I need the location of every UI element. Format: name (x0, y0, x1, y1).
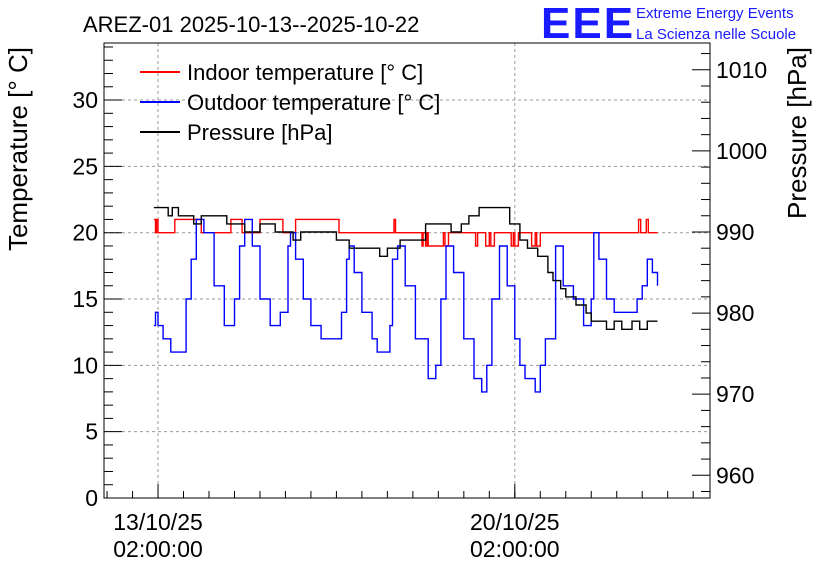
legend-label-2: Outdoor temperature [° C] (187, 90, 440, 115)
series-lines (153, 206, 659, 393)
y-tick-label: 20 (72, 220, 98, 246)
series-line-2 (153, 218, 659, 393)
eee-logo-mark: EEE (541, 0, 635, 48)
series-line-1 (153, 218, 658, 247)
chart-title: AREZ-01 2025-10-13--2025-10-22 (83, 12, 419, 37)
y2-tick-label: 970 (716, 381, 754, 407)
y-tick-label: 0 (85, 485, 98, 511)
legend-label-3: Pressure [hPa] (187, 120, 333, 145)
y-tick-label: 15 (72, 286, 98, 312)
left-axis: 0 5 10 15 20 25 30 (72, 46, 122, 511)
legend-label-1: Indoor temperature [° C] (187, 60, 423, 85)
plot-frame-border (103, 42, 711, 499)
y2-tick-label: 990 (716, 219, 754, 245)
y2-tick-label: 1000 (716, 138, 767, 164)
y2-tick-label: 980 (716, 300, 754, 326)
y-axis-title: Temperature [° C] (3, 47, 33, 251)
right-axis: 960 970 980 990 1000 1010 (692, 53, 767, 493)
series-line-3 (153, 206, 658, 330)
x-tick-date-label: 20/10/25 (470, 509, 560, 535)
x-tick-time-label: 02:00:00 (113, 536, 203, 562)
y2-tick-label: 960 (716, 462, 754, 488)
y2-axis-title: Pressure [hPa] (782, 47, 812, 219)
x-tick-time-label: 02:00:00 (470, 536, 560, 562)
y-tick-label: 25 (72, 153, 98, 179)
y-tick-label: 5 (85, 419, 98, 445)
eee-logo-line2: La Scienza nelle Scuole (636, 26, 796, 43)
y2-tick-label: 1010 (716, 57, 767, 83)
plot-frame (104, 43, 710, 498)
y-tick-label: 10 (72, 352, 98, 378)
eee-logo-line1: Extreme Energy Events (636, 5, 794, 22)
legend: Indoor temperature [° C] Outdoor temperat… (140, 60, 440, 145)
x-tick-date-label: 13/10/25 (113, 509, 203, 535)
eee-logo: EEE Extreme Energy Events La Scienza nel… (541, 0, 796, 48)
y-tick-label: 30 (72, 87, 98, 113)
